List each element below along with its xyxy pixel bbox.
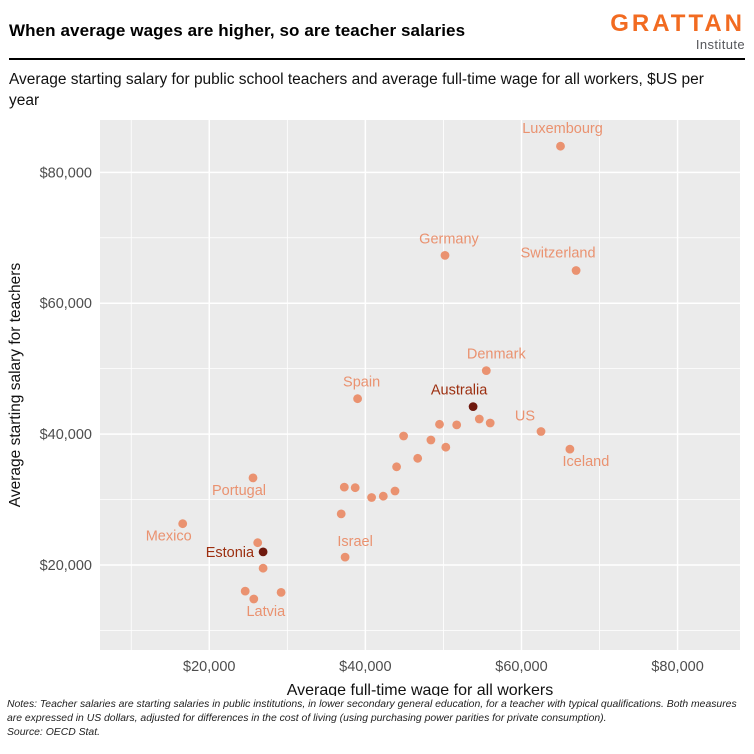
header: When average wages are higher, so are te…: [0, 0, 754, 60]
point-label-portugal: Portugal: [212, 483, 266, 499]
point-label-germany: Germany: [419, 231, 479, 247]
data-point: [240, 586, 250, 596]
source-text: Source: OECD Stat.: [7, 726, 100, 738]
chart-subtitle: Average starting salary for public schoo…: [9, 71, 704, 109]
point-label-iceland: Iceland: [563, 454, 610, 470]
data-point: [399, 431, 408, 441]
data-point-denmark: [481, 366, 491, 375]
data-point: [474, 414, 484, 424]
data-point: [367, 492, 376, 502]
point-label-spain: Spain: [343, 375, 380, 391]
grattan-logo-institute: Institute: [695, 37, 745, 52]
point-label-us: US: [515, 408, 535, 424]
data-point: [426, 435, 436, 445]
x-tick-label: $60,000: [495, 659, 547, 675]
data-point: [350, 483, 360, 492]
point-label-israel: Israel: [337, 534, 372, 550]
x-tick-label: $40,000: [339, 659, 391, 675]
x-tick-label: $80,000: [651, 659, 703, 675]
point-label-switzerland: Switzerland: [521, 245, 596, 261]
title-divider: [9, 58, 745, 60]
page-title: When average wages are higher, so are te…: [9, 21, 466, 40]
point-label-estonia: Estonia: [206, 545, 255, 561]
grattan-logo: GRATTAN Institute: [610, 10, 745, 52]
data-point: [452, 420, 462, 430]
data-point: [339, 482, 349, 492]
data-point-australia: [468, 402, 478, 411]
data-point-mexico: [178, 519, 188, 528]
data-point-switzerland: [571, 265, 581, 275]
grattan-logo-wordmark: GRATTAN: [610, 10, 745, 37]
data-point: [276, 587, 286, 597]
data-point: [390, 486, 400, 496]
y-tick-label: $20,000: [40, 558, 92, 574]
data-point: [485, 418, 495, 428]
data-point-latvia: [249, 594, 259, 604]
data-point-germany: [440, 250, 450, 260]
y-tick-label: $80,000: [40, 165, 92, 181]
data-point: [435, 419, 444, 429]
point-label-denmark: Denmark: [467, 346, 527, 362]
x-axis-title: Average full-time wage for all workers: [287, 682, 553, 696]
point-label-latvia: Latvia: [246, 604, 286, 620]
data-point-luxembourg: [556, 141, 565, 151]
scatter-chart: $20,000 $40,000 $60,000 $80,000 $20,000 $40,0…: [7, 119, 740, 696]
data-point-iceland: [565, 444, 575, 454]
point-label-australia: Australia: [431, 382, 488, 398]
point-label-luxembourg: Luxembourg: [522, 121, 603, 137]
data-point: [413, 453, 423, 463]
data-point: [336, 509, 346, 519]
data-point-spain: [353, 394, 362, 403]
x-tick-label: $20,000: [183, 659, 235, 675]
data-point-us: [536, 426, 546, 436]
data-point: [378, 491, 388, 501]
y-tick-label: $60,000: [40, 296, 92, 312]
y-tick-label: $40,000: [40, 427, 92, 443]
chart-notes: Notes: Teacher salaries are starting sal…: [7, 698, 745, 739]
data-point-portugal: [248, 473, 258, 483]
notes-text: Notes: Teacher salaries are starting sal…: [7, 698, 737, 724]
point-label-mexico: Mexico: [146, 529, 192, 545]
data-point: [392, 462, 401, 472]
plot-panel: [100, 119, 740, 650]
data-point: [441, 442, 451, 452]
data-point: [253, 538, 263, 547]
data-point-estonia: [258, 547, 268, 557]
y-axis-title: Average starting salary for teachers: [7, 262, 24, 507]
data-point-israel: [340, 552, 350, 562]
data-point: [258, 563, 268, 573]
